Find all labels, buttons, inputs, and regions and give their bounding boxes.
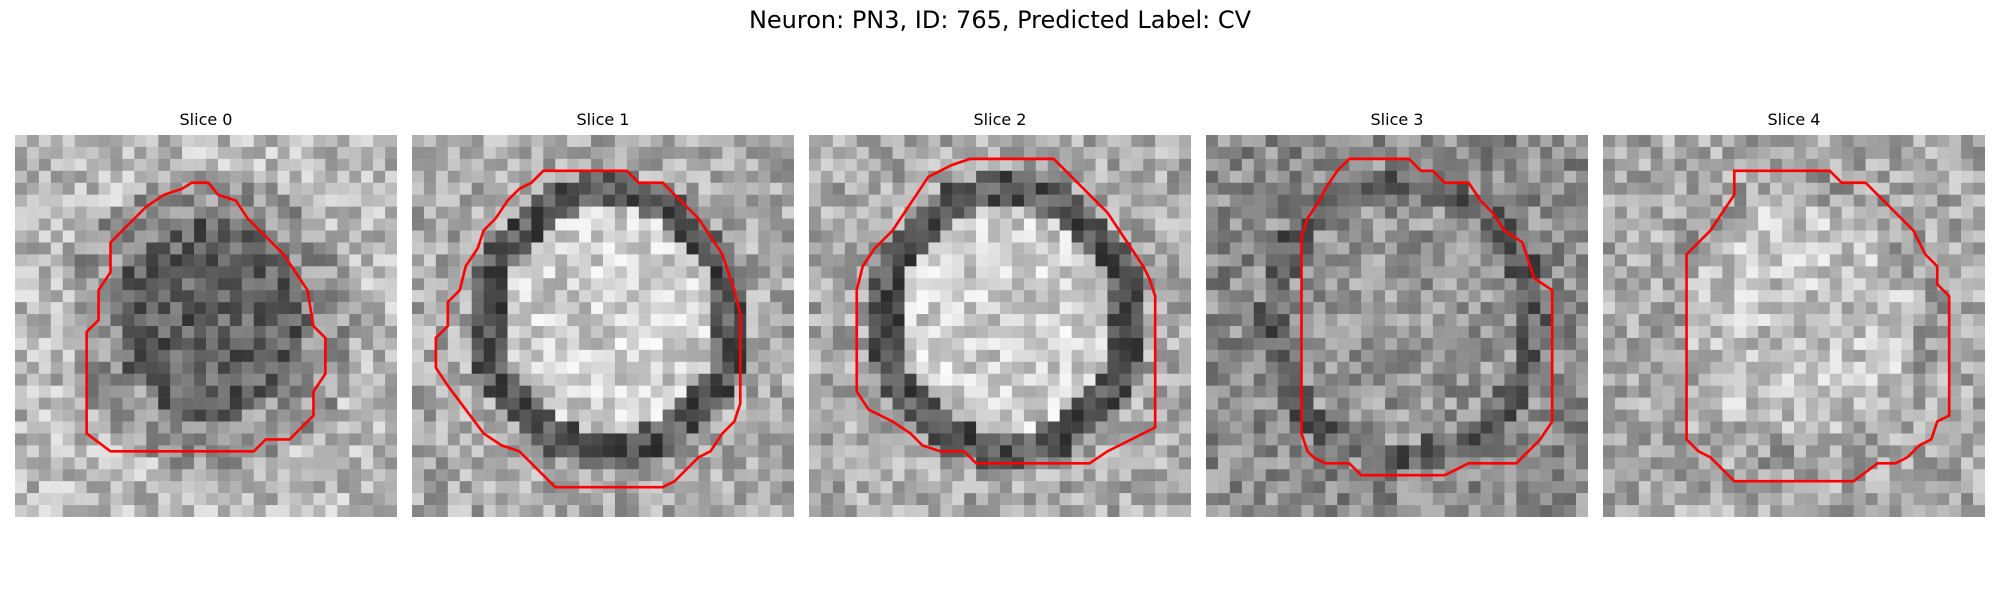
slice-title-1: Slice 1 — [576, 110, 630, 129]
segmentation-contour-3 — [1300, 157, 1554, 477]
slice-title-0: Slice 0 — [179, 110, 233, 129]
slice-image-4 — [1603, 135, 1985, 517]
slice-image-1 — [412, 135, 794, 517]
slice-title-2: Slice 2 — [973, 110, 1027, 129]
slice-image-0 — [15, 135, 397, 517]
segmentation-contour-2 — [855, 157, 1157, 465]
slice-image-3 — [1206, 135, 1588, 517]
segmentation-contour-1 — [434, 169, 742, 489]
segmentation-contour-4 — [1685, 169, 1951, 483]
slice-image-2 — [809, 135, 1191, 517]
slice-title-3: Slice 3 — [1370, 110, 1424, 129]
figure-title: Neuron: PN3, ID: 765, Predicted Label: C… — [748, 6, 1252, 34]
slice-title-4: Slice 4 — [1767, 110, 1821, 129]
segmentation-contour-0 — [85, 181, 327, 453]
